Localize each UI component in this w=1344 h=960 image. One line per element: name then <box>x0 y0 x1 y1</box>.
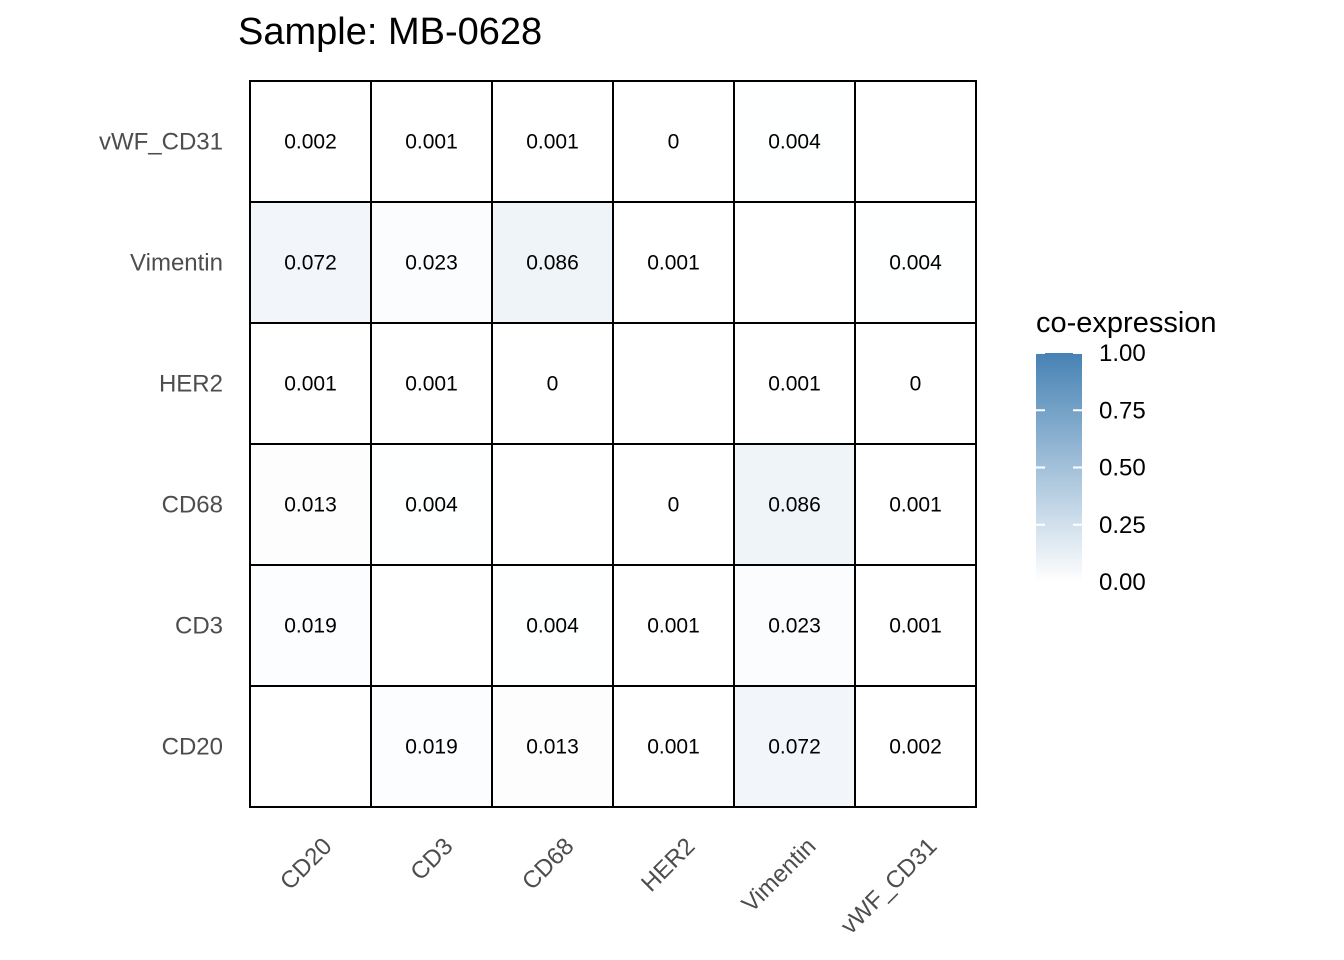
x-tick-label: HER2 <box>636 833 700 897</box>
heatmap-cell-fill <box>491 80 614 203</box>
y-tick-label: CD68 <box>162 492 223 519</box>
cell-value-label: 0.004 <box>526 615 579 638</box>
cell-value-label: 0.004 <box>405 494 458 517</box>
cell-value-label: 0.023 <box>405 252 458 275</box>
cell-value-label: 0.004 <box>768 131 821 154</box>
cell-value-label: 0.001 <box>647 615 700 638</box>
y-tick-label: HER2 <box>159 371 223 398</box>
y-axis-tick-labels: CD20 CD3 CD68 HER2 Vimentin vWF_CD31 <box>99 129 223 761</box>
heatmap-cell-fill <box>370 443 493 566</box>
x-tick-label: CD20 <box>275 833 337 895</box>
heatmap-cell-fill <box>491 201 614 324</box>
y-tick-label: Vimentin <box>130 250 223 277</box>
cell-value-label: 0.001 <box>526 131 579 154</box>
cell-value-label: 0.001 <box>284 373 337 396</box>
heatmap-cell-fill <box>612 80 735 203</box>
heatmap-cell-fill <box>854 685 977 808</box>
heatmap-cell-fill <box>854 443 977 566</box>
heatmap-cell-fill <box>733 80 856 203</box>
legend-tick-label: 1.00 <box>1099 340 1146 367</box>
heatmap-cell-fill <box>491 322 614 445</box>
heatmap-cell-fill <box>370 685 493 808</box>
heatmap-cell-fill <box>612 564 735 687</box>
legend-tick-label: 0.00 <box>1099 569 1146 596</box>
legend-tick-label: 0.50 <box>1099 455 1146 482</box>
heatmap-cell-fill <box>370 322 493 445</box>
heatmap-cell-fill <box>370 80 493 203</box>
heatmap-cell-fill <box>612 201 735 324</box>
cell-value-label: 0.019 <box>405 736 458 759</box>
cell-value-label: 0 <box>547 373 559 396</box>
cell-value-label: 0.004 <box>889 252 942 275</box>
heatmap-cell <box>491 443 614 566</box>
y-tick-label: vWF_CD31 <box>99 129 223 156</box>
heatmap-cell <box>612 322 735 445</box>
cell-value-label: 0.001 <box>405 131 458 154</box>
cell-value-label: 0 <box>668 494 680 517</box>
cell-value-label: 0.002 <box>284 131 337 154</box>
legend: co-expression 0.00 0.25 0.50 0.75 1.00 <box>1036 307 1217 596</box>
heatmap-cell-fill <box>733 685 856 808</box>
heatmap-cell-fill <box>733 322 856 445</box>
heatmap-cell <box>370 564 493 687</box>
cell-value-label: 0.001 <box>647 252 700 275</box>
x-axis-tick-labels: CD20 CD3 CD68 HER2 Vimentin vWF_CD31 <box>275 833 942 940</box>
cell-value-label: 0.001 <box>768 373 821 396</box>
heatmap-cell-fill <box>612 443 735 566</box>
heatmap-cell <box>733 201 856 324</box>
cell-value-label: 0.013 <box>526 736 579 759</box>
heatmap-cell-fill <box>491 564 614 687</box>
cell-value-label: 0.001 <box>889 494 942 517</box>
heatmap-cell-fill <box>854 564 977 687</box>
cell-value-label: 0.002 <box>889 736 942 759</box>
cell-value-label: 0.001 <box>647 736 700 759</box>
cell-value-label: 0.019 <box>284 615 337 638</box>
cell-value-label: 0.013 <box>284 494 337 517</box>
legend-title: co-expression <box>1036 307 1217 339</box>
heatmap-cell-fill <box>854 201 977 324</box>
legend-tick-label: 0.75 <box>1099 397 1146 424</box>
cell-value-label: 0.001 <box>889 615 942 638</box>
heatmap-cell-fill <box>249 443 372 566</box>
heatmap-cells: 0.019 0.013 0.001 0.072 0.002 0.019 0.004 0.001… <box>249 80 977 808</box>
x-tick-label: vWF_CD31 <box>836 833 943 940</box>
heatmap-cell-fill <box>249 80 372 203</box>
cell-value-label: 0.072 <box>284 252 337 275</box>
x-tick-label: CD68 <box>517 833 579 895</box>
heatmap-cell <box>854 80 977 203</box>
y-tick-label: CD20 <box>162 734 223 761</box>
y-tick-label: CD3 <box>175 613 223 640</box>
x-tick-label: CD3 <box>405 833 458 886</box>
cell-value-label: 0.086 <box>526 252 579 275</box>
cell-value-label: 0 <box>668 131 680 154</box>
heatmap-cell-fill <box>854 322 977 445</box>
legend-tick-label: 0.25 <box>1099 512 1146 539</box>
x-tick-label: Vimentin <box>737 833 822 918</box>
cell-value-label: 0.001 <box>405 373 458 396</box>
cell-value-label: 0.023 <box>768 615 821 638</box>
cell-value-label: 0.072 <box>768 736 821 759</box>
cell-value-label: 0.086 <box>768 494 821 517</box>
heatmap-cell <box>249 685 372 808</box>
heatmap-cell-fill <box>249 564 372 687</box>
cell-value-label: 0 <box>910 373 922 396</box>
chart-title: Sample: MB-0628 <box>238 11 542 53</box>
